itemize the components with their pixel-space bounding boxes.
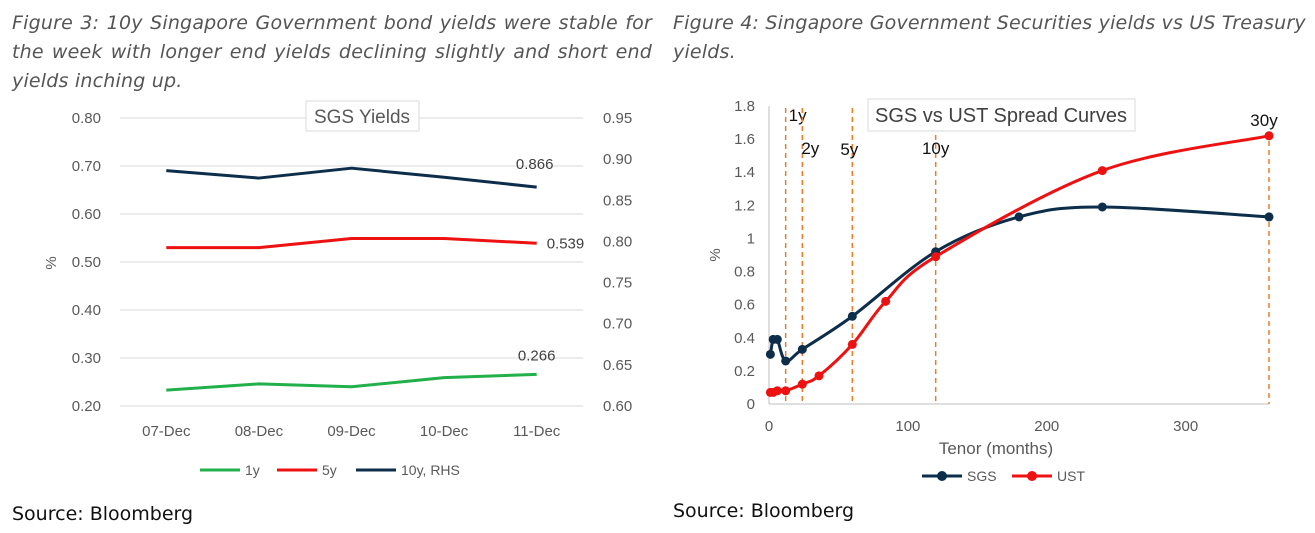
data-point-sgs (781, 356, 791, 366)
y-tick-label: 0.20 (72, 398, 101, 415)
x-tick-label: 200 (1034, 418, 1059, 435)
sgs-yields-chart: 0.80 0.70 0.60 0.50 0.40 0.30 0.20 0.95 0.90 0.85… (43, 100, 632, 478)
y-tick-label: 0.50 (72, 254, 101, 271)
data-label: 0.866 (516, 156, 554, 173)
y-tick-label: 0.6 (734, 297, 755, 314)
data-point-sgs (1264, 212, 1274, 222)
y-axis-label: % (43, 256, 60, 269)
legend-marker (1027, 471, 1037, 481)
y-tick-label: 0.70 (72, 158, 101, 175)
data-point-ust (847, 339, 857, 349)
legend-label: 1y (245, 462, 260, 478)
data-point-ust (931, 252, 941, 262)
chart-title-box (305, 100, 420, 132)
y-tick-label: 0.80 (72, 110, 101, 127)
y2-tick-label: 0.75 (603, 275, 632, 292)
y-tick-label: 1.6 (734, 131, 755, 148)
data-point-sgs (1014, 212, 1024, 222)
y-tick-label: 0.40 (72, 302, 101, 319)
y-tick-label: 1.2 (734, 197, 755, 214)
data-point-ust (814, 371, 824, 381)
legend-label: SGS (967, 468, 997, 484)
y2-tick-label: 0.65 (603, 357, 632, 374)
figure-3-caption: Figure 3: 10y Singapore Government bond … (12, 12, 652, 92)
legend-label: UST (1057, 468, 1085, 484)
x-tick-label: 07-Dec (142, 423, 191, 440)
figure-4-caption: Figure 4: Singapore Government Securitie… (673, 12, 1306, 63)
x-tick-label: 10-Dec (420, 423, 469, 440)
y-tick-label: 1 (747, 230, 755, 247)
y2-tick-label: 0.95 (603, 110, 632, 127)
tenor-marker-label: 10y (922, 139, 950, 158)
y2-tick-label: 0.85 (603, 192, 632, 209)
y2-tick-label: 0.70 (603, 316, 632, 333)
data-point-sgs (765, 349, 775, 359)
tenor-marker-label: 5y (840, 140, 858, 159)
data-point-sgs (797, 344, 807, 354)
series-line-5y (166, 236, 537, 250)
tenor-marker-label: 30y (1250, 111, 1278, 130)
x-tick-label: 11-Dec (513, 423, 561, 440)
chart-title-box (867, 98, 1136, 132)
chart-title: SGS vs UST Spread Curves (875, 105, 1127, 127)
legend-marker (937, 471, 947, 481)
y-tick-label: 0.2 (734, 363, 755, 380)
x-tick-label: 0 (765, 418, 773, 435)
data-point-ust (772, 386, 782, 396)
figure-4-source: Source: Bloomberg (673, 500, 855, 522)
series-line-sgs (768, 205, 1270, 363)
series-line-ust (770, 134, 1270, 395)
data-point-ust (797, 379, 807, 389)
y2-tick-label: 0.60 (603, 398, 632, 415)
data-point-ust (881, 296, 891, 306)
data-point-sgs (847, 311, 857, 321)
x-tick-label: 08-Dec (235, 423, 284, 440)
y-tick-label: 1.4 (734, 164, 755, 181)
series-line-1y (166, 372, 537, 392)
series-line-10y-rhs (166, 166, 537, 189)
legend-label: 10y, RHS (401, 462, 460, 478)
data-point-ust (1264, 131, 1274, 141)
data-point-sgs (772, 334, 782, 344)
y-tick-label: 0.4 (734, 330, 755, 347)
x-tick-label: 300 (1173, 418, 1198, 435)
data-label: 0.266 (518, 347, 556, 364)
x-tick-label: 09-Dec (327, 423, 376, 440)
x-tick-label: 100 (895, 418, 920, 435)
data-point-ust (781, 386, 791, 396)
data-label: 0.539 (547, 235, 585, 252)
y-tick-label: 0.8 (734, 264, 755, 281)
tenor-marker-label: 2y (801, 139, 819, 158)
y-tick-label: 1.8 (734, 98, 755, 115)
x-axis-label: Tenor (months) (939, 439, 1053, 458)
tenor-marker-label: 1y (789, 106, 807, 125)
spread-curves-chart: 1.8 1.6 1.4 1.2 1 0.8 0.6 0.4 0.2 00 100 200 300 Teno… (707, 98, 1278, 484)
y-tick-label: 0.60 (72, 206, 101, 223)
y-tick-label: 0.30 (72, 350, 101, 367)
data-point-ust (1097, 166, 1107, 176)
data-point-sgs (1097, 202, 1107, 212)
y-tick-label: 0 (747, 396, 755, 413)
y-axis-label: % (707, 248, 724, 261)
y2-tick-label: 0.90 (603, 151, 632, 168)
chart-title: SGS Yields (314, 107, 410, 128)
legend-label: 5y (322, 462, 337, 478)
y2-tick-label: 0.80 (603, 233, 632, 250)
figure-3-source: Source: Bloomberg (12, 503, 194, 525)
